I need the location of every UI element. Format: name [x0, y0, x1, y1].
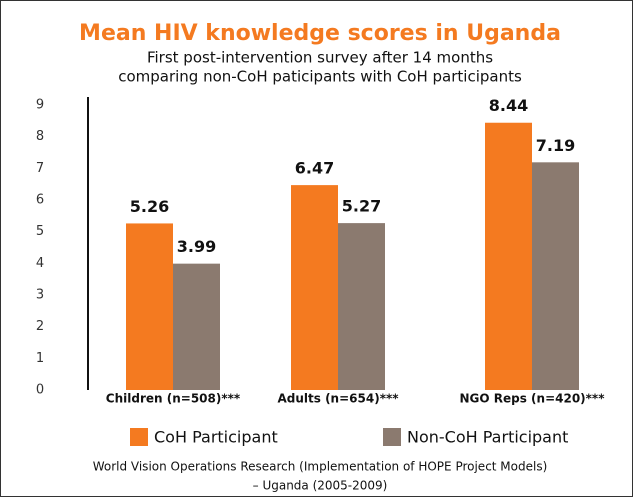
legend-swatch: [130, 428, 148, 446]
data-label: 8.44: [489, 96, 528, 115]
y-tick-label: 6: [36, 193, 44, 208]
bar: [126, 223, 173, 390]
bar: [338, 223, 385, 390]
y-tick-label: 3: [36, 288, 44, 303]
y-tick-label: 4: [36, 256, 44, 271]
footer: – Uganda (2005-2009): [253, 479, 388, 493]
legend-label: CoH Participant: [154, 428, 278, 447]
chart-title: Mean HIV knowledge scores in Uganda: [79, 21, 561, 46]
data-label: 7.19: [536, 136, 575, 155]
subtitle: First post-intervention survey after 14 …: [147, 49, 493, 67]
x-tick-label: Children (n=508)***: [106, 392, 241, 406]
legend-swatch: [383, 428, 401, 446]
y-tick-label: 2: [36, 319, 44, 334]
bar: [173, 263, 220, 390]
footer: World Vision Operations Research (Implem…: [93, 460, 548, 474]
data-label: 5.26: [130, 197, 169, 216]
legend-label: Non-CoH Participant: [407, 428, 568, 447]
y-tick-label: 5: [36, 224, 44, 239]
bar: [291, 185, 338, 390]
bar: [532, 162, 579, 390]
x-tick-label: Adults (n=654)***: [277, 392, 399, 406]
y-tick-label: 1: [36, 351, 44, 366]
data-label: 5.27: [342, 197, 381, 216]
data-label: 6.47: [295, 159, 334, 178]
bar: [485, 122, 532, 390]
y-tick-label: 9: [36, 98, 44, 113]
data-label: 3.99: [177, 237, 216, 256]
y-tick-label: 7: [36, 161, 44, 176]
subtitle: comparing non-CoH paticipants with CoH p…: [118, 68, 522, 86]
x-tick-label: NGO Reps (n=420)***: [459, 392, 605, 406]
y-tick-label: 0: [36, 383, 44, 398]
y-tick-label: 8: [36, 129, 44, 144]
